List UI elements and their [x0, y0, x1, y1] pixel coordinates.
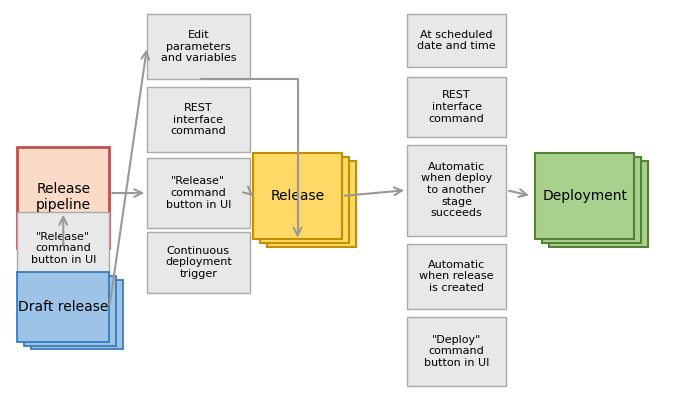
FancyBboxPatch shape [31, 280, 123, 350]
FancyBboxPatch shape [407, 145, 506, 236]
Text: "Release"
command
button in UI: "Release" command button in UI [166, 177, 231, 209]
Text: "Deploy"
command
button in UI: "Deploy" command button in UI [424, 335, 489, 368]
Text: At scheduled
date and time: At scheduled date and time [417, 30, 496, 51]
FancyBboxPatch shape [17, 272, 109, 341]
FancyBboxPatch shape [147, 232, 250, 293]
FancyBboxPatch shape [253, 153, 342, 238]
FancyBboxPatch shape [267, 161, 356, 246]
Text: Release: Release [270, 189, 325, 203]
FancyBboxPatch shape [407, 14, 506, 67]
FancyBboxPatch shape [407, 244, 506, 309]
Text: Draft release: Draft release [18, 300, 109, 314]
FancyBboxPatch shape [17, 147, 109, 248]
FancyBboxPatch shape [147, 14, 250, 79]
FancyBboxPatch shape [260, 157, 349, 242]
Text: Automatic
when release
is created: Automatic when release is created [419, 260, 494, 293]
Text: Continuous
deployment
trigger: Continuous deployment trigger [165, 246, 232, 279]
FancyBboxPatch shape [147, 87, 250, 152]
Text: "Release"
command
button in UI: "Release" command button in UI [31, 232, 96, 265]
Text: REST
interface
command: REST interface command [170, 103, 226, 136]
FancyBboxPatch shape [17, 212, 109, 285]
FancyBboxPatch shape [535, 153, 634, 238]
Text: Automatic
when deploy
to another
stage
succeeds: Automatic when deploy to another stage s… [421, 162, 492, 218]
FancyBboxPatch shape [542, 157, 642, 242]
FancyBboxPatch shape [147, 158, 250, 228]
Text: REST
interface
command: REST interface command [429, 90, 484, 124]
Text: Edit
parameters
and variables: Edit parameters and variables [161, 30, 236, 63]
FancyBboxPatch shape [407, 317, 506, 386]
FancyBboxPatch shape [549, 161, 648, 246]
Text: Deployment: Deployment [542, 189, 627, 203]
FancyBboxPatch shape [24, 276, 116, 345]
Text: Release
pipeline: Release pipeline [36, 182, 91, 212]
FancyBboxPatch shape [407, 77, 506, 137]
